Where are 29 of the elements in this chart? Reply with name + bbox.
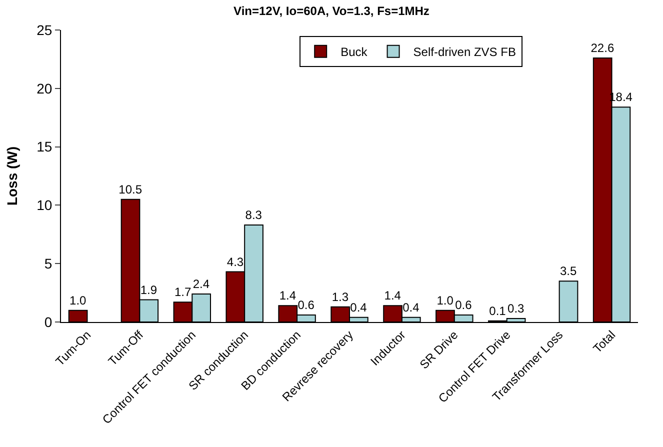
data-label: 4.3 <box>226 254 244 269</box>
y-tick-label: 0 <box>44 314 52 330</box>
data-label: 2.4 <box>192 276 210 291</box>
data-label: 0.6 <box>455 298 472 312</box>
data-label: 0.4 <box>350 300 368 314</box>
y-tick-label: 5 <box>44 256 52 272</box>
y-tick-label: 25 <box>36 22 52 38</box>
data-label: 3.5 <box>560 264 578 278</box>
data-label: 0.4 <box>402 300 420 314</box>
y-tick-label: 20 <box>36 80 52 96</box>
data-label: 0.6 <box>298 298 315 312</box>
data-label: 8.3 <box>245 208 262 222</box>
data-label: 1.0 <box>436 293 454 308</box>
data-label: 1.7 <box>174 285 192 300</box>
y-tick-label: 10 <box>36 197 52 214</box>
data-label: 0.1 <box>489 304 506 318</box>
data-label: 1.0 <box>70 293 87 308</box>
data-label: 10.5 <box>118 182 142 196</box>
y-tick-label: 15 <box>36 138 52 155</box>
chart-title: Vin=12V, Io=60A, Vo=1.3, Fs=1MHz <box>234 4 430 18</box>
data-label: 1.3 <box>332 290 349 304</box>
data-label: 1.4 <box>384 288 402 303</box>
legend-label: Self-driven ZVS FB <box>413 45 516 60</box>
data-label: 0.3 <box>508 302 525 316</box>
legend-label: Buck <box>340 45 368 60</box>
data-label: 1.9 <box>140 282 158 297</box>
data-label: 22.6 <box>590 41 614 56</box>
y-axis-title: Loss (W) <box>4 146 20 206</box>
data-label: 1.4 <box>279 288 296 303</box>
